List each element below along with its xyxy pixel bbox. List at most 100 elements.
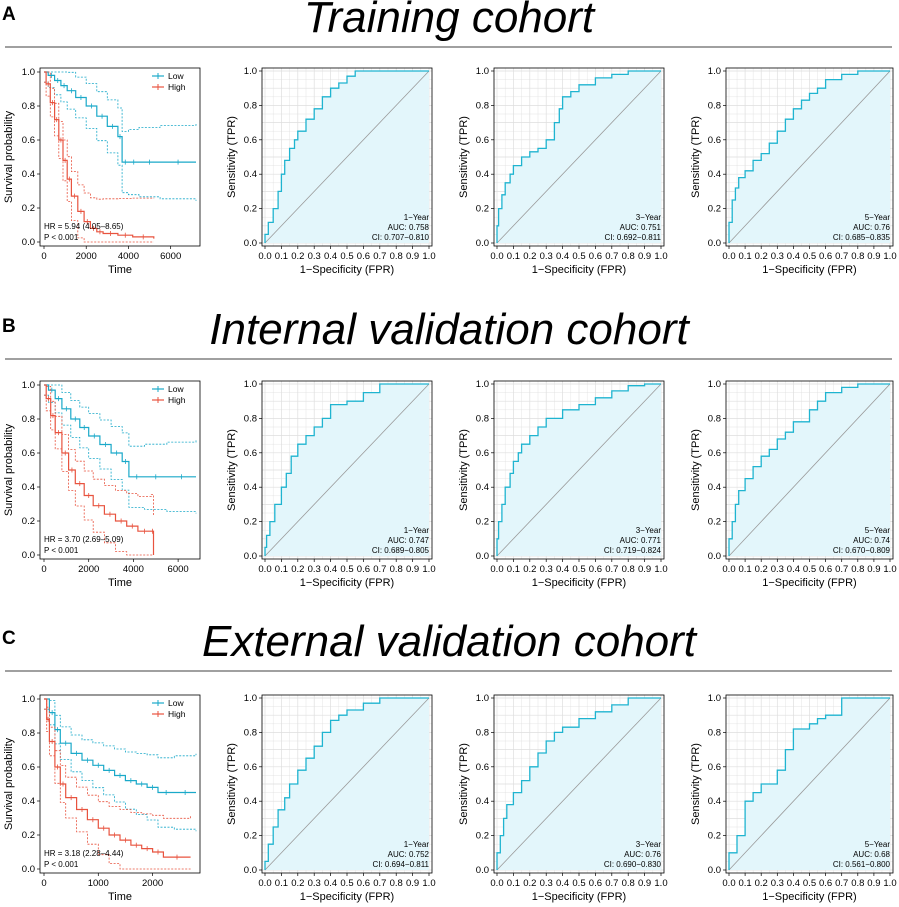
x-axis-label: 1−Specificity (FPR) — [300, 577, 394, 589]
y-tick-label: 0.0 — [244, 551, 257, 562]
auc-label: AUC: 0.76 — [853, 223, 890, 232]
x-tick-label: 0.1 — [507, 878, 520, 889]
ci-label: CI: 0.694−0.811 — [372, 860, 429, 869]
y-tick-label: 0.2 — [708, 204, 721, 215]
x-tick-label: 1.0 — [422, 878, 435, 889]
legend-label-high: High — [168, 395, 186, 405]
x-tick-label: 1.0 — [422, 251, 435, 262]
x-tick-label: 0.7 — [605, 878, 618, 889]
y-tick-label: 0.0 — [476, 865, 489, 876]
auc-label: AUC: 0.751 — [620, 223, 662, 232]
x-tick-label: 0.9 — [406, 878, 419, 889]
chart-B-roc-3: 0.00.20.40.60.81.00.0 0.1 0.2 0.3 0.4 0.5 0.6 0… — [690, 379, 897, 589]
year-label: 3−Year — [636, 526, 662, 535]
y-tick-label: 1.0 — [476, 379, 489, 390]
auc-label: AUC: 0.74 — [853, 536, 890, 545]
x-tick-label: 0.5 — [803, 251, 816, 262]
x-tick-label: 0.4 — [787, 878, 800, 889]
year-label: 3−Year — [636, 840, 662, 849]
y-tick-label: 0.0 — [476, 238, 489, 249]
x-tick-label: 0.2 — [291, 878, 304, 889]
x-tick-label: 0.2 — [523, 878, 536, 889]
ci-label: CI: 0.719−0.824 — [604, 546, 662, 555]
x-tick-label: 0.1 — [738, 878, 751, 889]
x-tick-label: 0.6 — [357, 878, 370, 889]
year-label: 3−Year — [636, 213, 662, 222]
y-tick-label: 1.0 — [244, 379, 257, 390]
roc-curve — [264, 697, 429, 870]
y-tick-label: 0.2 — [244, 831, 257, 842]
y-tick-label: 0.0 — [22, 237, 35, 248]
x-tick-label: 0.8 — [622, 878, 635, 889]
ci-upper-low — [44, 698, 197, 759]
x-tick-label: 0.5 — [803, 564, 816, 575]
survival-curve-low — [44, 384, 196, 478]
ci-label: CI: 0.561−0.800 — [833, 860, 891, 869]
x-tick-label: 0.1 — [738, 251, 751, 262]
diagonal-reference-line — [728, 70, 891, 244]
diagonal-reference-line — [728, 383, 891, 557]
x-tick-label: 0.6 — [589, 251, 602, 262]
y-axis-label: Sensitivity (TPR) — [458, 429, 470, 511]
x-tick-label: 1.0 — [883, 251, 896, 262]
year-label: 1−Year — [404, 840, 430, 849]
x-tick-label: 0.0 — [258, 564, 271, 575]
x-tick-label: 0.5 — [572, 251, 585, 262]
y-tick-label: 0.0 — [708, 865, 721, 876]
y-tick-label: 0.4 — [476, 169, 489, 180]
x-tick-label: 0 — [41, 878, 46, 889]
y-tick-label: 0.6 — [22, 762, 35, 773]
chart-C-roc-2: 0.00.20.40.60.81.00.0 0.1 0.2 0.3 0.4 0.5 0.6 0… — [458, 693, 668, 903]
x-tick-label: 1.0 — [883, 878, 896, 889]
x-tick-label: 0.2 — [291, 564, 304, 575]
ci-label: CI: 0.670−0.809 — [833, 546, 891, 555]
ci-upper-high — [44, 384, 154, 517]
x-tick-label: 0.9 — [867, 251, 880, 262]
ci-lower-high — [44, 708, 191, 870]
ci-lower-high — [44, 394, 154, 556]
y-tick-label: 0.6 — [244, 762, 257, 773]
y-tick-label: 1.0 — [708, 379, 721, 390]
x-tick-label: 0.3 — [540, 878, 553, 889]
y-tick-label: 1.0 — [244, 693, 257, 704]
y-axis-label: Survival probability — [3, 423, 15, 516]
x-axis-label: 1−Specificity (FPR) — [762, 264, 856, 276]
x-axis-label: 1−Specificity (FPR) — [762, 577, 856, 589]
x-tick-label: 0.8 — [390, 564, 403, 575]
ci-upper-low — [44, 384, 197, 447]
y-axis-label: Sensitivity (TPR) — [690, 429, 702, 511]
x-tick-label: 0.2 — [523, 251, 536, 262]
y-tick-label: 0.8 — [244, 727, 257, 738]
y-tick-label: 0.6 — [22, 448, 35, 459]
y-tick-label: 1.0 — [476, 693, 489, 704]
x-tick-label: 0.6 — [357, 564, 370, 575]
panel-letter-C: C — [2, 628, 16, 649]
year-label: 5−Year — [865, 213, 891, 222]
x-tick-label: 1000 — [88, 878, 109, 889]
x-axis-label: 1−Specificity (FPR) — [300, 891, 394, 903]
x-tick-label: 0.8 — [851, 251, 864, 262]
x-tick-label: 0.1 — [275, 564, 288, 575]
x-tick-label: 0.8 — [622, 251, 635, 262]
roc-curve — [728, 70, 890, 243]
x-tick-label: 0 — [41, 251, 46, 262]
x-tick-label: 2000 — [142, 878, 163, 889]
y-tick-label: 1.0 — [244, 66, 257, 77]
x-tick-label: 1.0 — [654, 878, 667, 889]
chart-A-roc-1: 0.00.20.40.60.81.00.0 0.1 0.2 0.3 0.4 0.5 0.6 0… — [226, 66, 436, 276]
x-tick-label: 0.3 — [771, 878, 784, 889]
x-tick-label: 0.9 — [638, 251, 651, 262]
diagonal-reference-line — [496, 697, 662, 871]
y-tick-label: 0.6 — [22, 135, 35, 146]
x-tick-label: 1.0 — [422, 564, 435, 575]
y-axis-label: Sensitivity (TPR) — [458, 116, 470, 198]
x-tick-label: 0.8 — [851, 878, 864, 889]
x-tick-label: 0.1 — [507, 564, 520, 575]
section-headers: A Training cohort B Internal validation coh… — [2, 0, 892, 672]
plot-frame — [39, 694, 201, 874]
hr-annotation: HR = 3.18 (2.28–4.44) — [44, 849, 124, 858]
x-tick-label: 0.5 — [340, 564, 353, 575]
diagonal-reference-line — [496, 70, 662, 244]
x-tick-label: 0.3 — [308, 564, 321, 575]
y-tick-label: 0.6 — [476, 448, 489, 459]
